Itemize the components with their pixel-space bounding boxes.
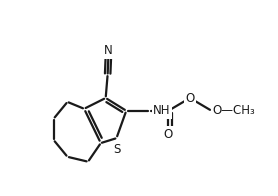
Text: O: O xyxy=(185,92,195,104)
Text: O—CH₃: O—CH₃ xyxy=(212,104,255,117)
Text: N: N xyxy=(104,44,113,57)
Text: O: O xyxy=(164,128,173,141)
Text: S: S xyxy=(113,143,120,156)
Text: NH: NH xyxy=(153,104,171,117)
